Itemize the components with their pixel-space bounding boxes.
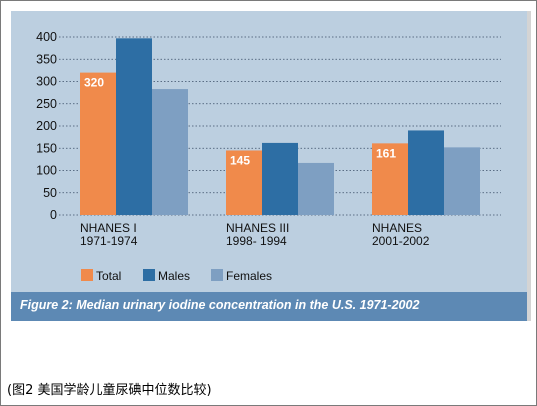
x-tick-label: 1971-1974 [80,234,138,248]
y-tick-label: 300 [36,75,57,89]
y-tick-label: 200 [36,119,57,133]
y-tick-label: 400 [36,30,57,44]
bar [298,162,334,215]
legend-label: Males [158,269,190,283]
footer-caption: (图2 美国学龄儿童尿碘中位数比较) [7,383,212,398]
bar [152,89,188,215]
chart-title: Figure 2: Median urinary iodine concentr… [20,298,420,312]
y-tick-label: 350 [36,52,57,66]
x-tick-label: 1998- 1994 [226,234,287,248]
data-label: 320 [84,76,104,90]
legend-label: Total [96,269,121,283]
bar [116,38,152,216]
legend-label: Females [226,269,272,283]
chart-panel: 0 50 100 150 200 250 300 350 400 320 NHANES I 1971-… [11,11,527,321]
bar [262,142,298,215]
legend-swatch [211,269,223,281]
x-tick-label: NHANES I [80,221,137,235]
bar-chart: 0 50 100 150 200 250 300 350 400 320 NHANES I1971-… [36,30,501,283]
bar [80,72,116,215]
x-tick-label: NHANES III [226,221,289,235]
y-tick-label: 0 [50,208,57,222]
bar [372,143,408,215]
legend-swatch [81,269,93,281]
bar [444,147,480,215]
x-tick-label: NHANES [372,221,422,235]
y-tick-label: 50 [43,186,57,200]
legend-swatch [143,269,155,281]
data-label: 161 [376,146,396,160]
data-label: 145 [230,153,250,167]
y-tick-label: 150 [36,141,57,155]
bar [408,130,444,215]
y-tick-label: 250 [36,97,57,111]
caption-bar: Figure 2: Median urinary iodine concentr… [11,292,527,321]
bar [226,150,262,215]
x-tick-label: 2001-2002 [372,234,430,248]
right-edge-strip [527,11,531,321]
y-tick-label: 100 [36,164,57,178]
